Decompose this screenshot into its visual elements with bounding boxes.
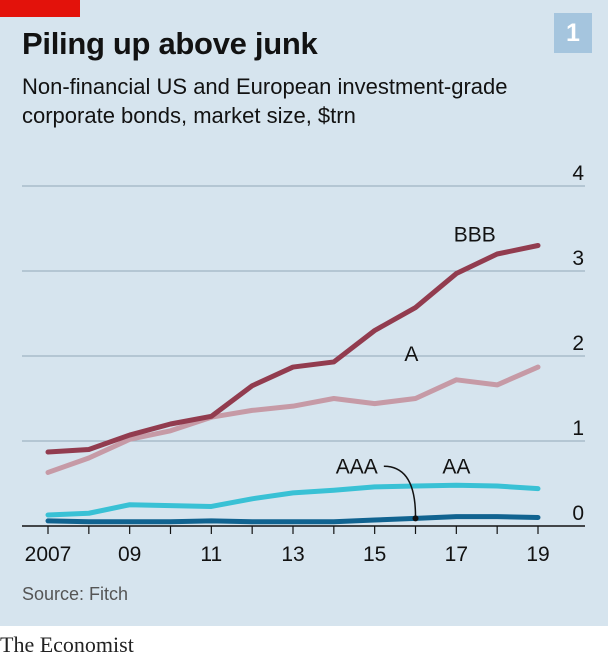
series-line-bbb [45, 243, 541, 455]
x-tick-label: 19 [526, 543, 549, 566]
source-note: Source: Fitch [22, 584, 129, 604]
x-tick-label: 13 [281, 543, 304, 566]
brand-red-tag [0, 0, 80, 17]
y-tick-label: 4 [572, 162, 584, 185]
x-tick-label: 2007 [25, 543, 72, 566]
x-axis: 2007 09 11 13 15 17 19 [22, 525, 585, 566]
y-tick-label: 1 [572, 417, 584, 440]
gridlines [22, 185, 585, 442]
y-tick-label: 3 [572, 247, 584, 270]
series-label-aaa: AAA [336, 455, 378, 478]
x-tick-label: 15 [363, 543, 386, 566]
x-tick-label: 09 [118, 543, 141, 566]
series-label-a: A [404, 343, 418, 366]
chart-subtitle: Non-financial US and European investment… [22, 74, 508, 128]
series-line-a [45, 364, 541, 475]
x-tick-label: 11 [200, 543, 222, 566]
series-line-aa [45, 482, 541, 518]
series-lines [45, 243, 541, 525]
x-tick-label: 17 [445, 543, 468, 566]
y-axis-ticks: 0 1 2 3 4 [572, 162, 584, 525]
series-label-aa: AA [442, 455, 470, 478]
series-label-bbb: BBB [454, 223, 496, 246]
y-tick-label: 2 [572, 332, 584, 355]
annotation-arrow-dot [412, 515, 419, 522]
chart-number-badge: 1 [554, 13, 592, 53]
chart-title: Piling up above junk [22, 26, 318, 61]
economist-logo: The Economist [0, 632, 134, 657]
annotation-arrow [383, 465, 417, 517]
y-tick-label: 0 [572, 502, 584, 525]
series-line-aaa [45, 514, 541, 525]
